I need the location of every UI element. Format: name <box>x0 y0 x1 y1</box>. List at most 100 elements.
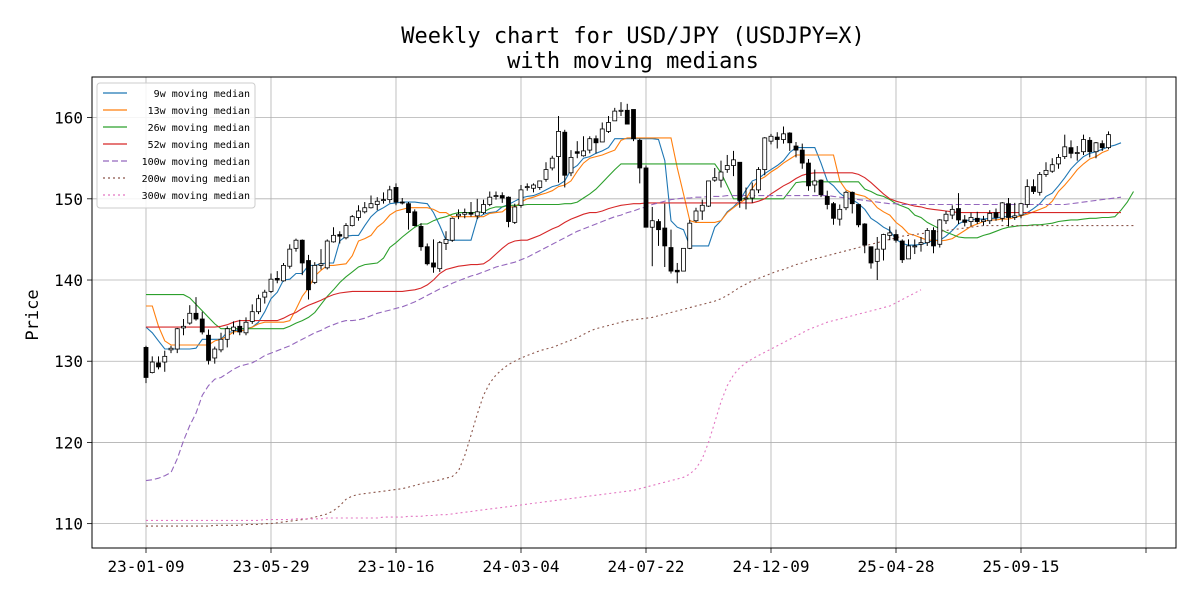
candle <box>487 191 493 207</box>
candle-body <box>906 245 911 260</box>
candle-body <box>268 278 274 292</box>
candle <box>1087 137 1093 158</box>
candle-body <box>987 213 993 222</box>
candlesticks <box>143 102 1111 384</box>
candle-body <box>968 217 974 222</box>
candle <box>387 185 393 203</box>
candle-body <box>468 212 474 215</box>
candle <box>674 262 680 284</box>
candle-body <box>931 230 936 247</box>
candle <box>931 227 936 254</box>
candle-body <box>481 204 486 214</box>
x-ticks: 23-01-09 23-05-29 23-10-16 24-03-04 24-07-22… <box>107 548 1147 576</box>
candle-body <box>806 162 811 187</box>
series-line-1 <box>145 138 1122 350</box>
candle <box>1031 179 1036 194</box>
candle-body <box>1024 186 1030 205</box>
candle-body <box>568 156 574 174</box>
candle <box>337 231 343 244</box>
candle-body <box>562 131 568 176</box>
candle-body <box>1049 164 1055 172</box>
x-tick-label: 24-07-22 <box>607 557 684 576</box>
candle <box>418 223 424 251</box>
candle <box>862 223 868 254</box>
candle <box>837 204 843 226</box>
series-line-6 <box>146 225 1134 527</box>
candle-body <box>237 325 243 333</box>
candle-body <box>437 242 443 270</box>
candle <box>512 203 518 224</box>
candle-body <box>387 189 393 201</box>
candle-body <box>893 234 899 241</box>
candle <box>906 239 911 260</box>
candle-body <box>406 203 411 214</box>
candle-body <box>356 210 361 218</box>
candle-body <box>312 264 318 283</box>
candle <box>849 191 855 214</box>
candle <box>481 199 486 215</box>
candle <box>437 241 443 272</box>
candle-body <box>381 199 386 202</box>
candle-body <box>549 157 555 169</box>
chart-title-line2: with moving medians <box>507 49 759 74</box>
candle-body <box>581 150 586 157</box>
candle-body <box>518 189 524 206</box>
candle <box>656 219 661 246</box>
candle-body <box>606 122 611 132</box>
candle <box>831 202 836 225</box>
candle <box>631 109 636 142</box>
candle-body <box>218 338 224 351</box>
candle-body <box>1099 143 1105 149</box>
candle <box>518 185 524 208</box>
candle <box>331 227 336 243</box>
candle <box>718 160 724 188</box>
candle <box>743 187 749 210</box>
moving-median-lines <box>145 137 1134 527</box>
candle <box>231 321 236 335</box>
candle <box>381 192 386 204</box>
candle-body <box>937 219 943 245</box>
candle <box>624 103 630 125</box>
candle <box>374 197 380 211</box>
candle <box>706 180 711 207</box>
candle <box>287 244 293 269</box>
candle <box>243 317 249 336</box>
candle <box>993 208 999 221</box>
candle <box>343 223 349 240</box>
candle-body <box>856 204 861 226</box>
series-line-2 <box>146 137 1109 346</box>
candle-body <box>1087 139 1093 153</box>
candle-body <box>787 132 793 144</box>
candle <box>1006 197 1011 227</box>
candle <box>962 215 968 227</box>
candle <box>593 135 599 154</box>
candle <box>224 326 230 348</box>
candle <box>737 161 743 208</box>
candle-body <box>1081 139 1086 153</box>
candle-body <box>343 225 349 239</box>
candle-body <box>143 347 149 378</box>
candle-body <box>349 216 355 227</box>
candle-body <box>706 180 711 207</box>
candle-body <box>793 145 799 151</box>
candle <box>218 332 224 353</box>
candle-body <box>281 264 286 282</box>
candle <box>649 206 655 267</box>
candle <box>606 115 611 134</box>
candle-body <box>399 201 405 204</box>
candle <box>449 217 455 242</box>
candle-body <box>274 277 280 281</box>
candle <box>262 289 268 304</box>
candle-body <box>599 128 605 143</box>
candle <box>543 162 549 182</box>
candle <box>812 169 818 193</box>
candle-body <box>1037 174 1043 193</box>
candle-body <box>474 211 480 217</box>
candle <box>924 228 930 246</box>
candle <box>662 203 668 268</box>
candle <box>162 350 168 372</box>
candle-body <box>681 247 686 272</box>
candle <box>787 132 793 151</box>
candle-body <box>368 203 374 209</box>
